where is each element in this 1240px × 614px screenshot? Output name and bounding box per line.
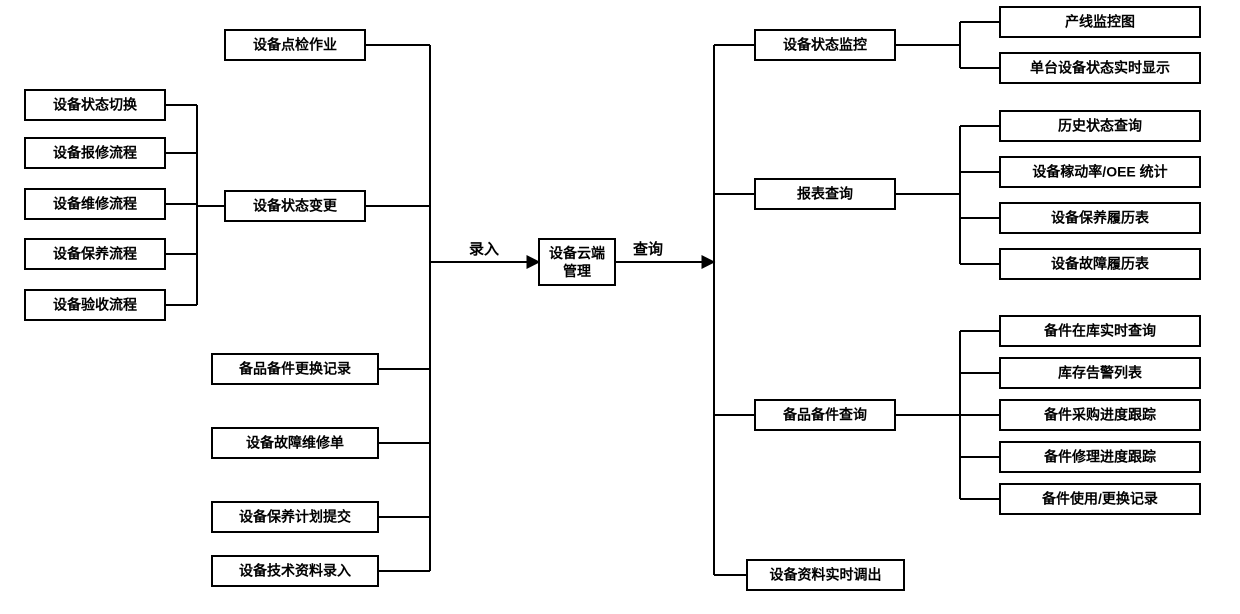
flow-node: 设备保养计划提交 [212, 502, 378, 532]
flowchart-canvas: 设备云端管理设备点检作业设备状态变更设备状态切换设备报修流程设备维修流程设备保养… [0, 0, 1240, 614]
node-label: 设备保养计划提交 [239, 509, 351, 525]
flow-node: 设备资料实时调出 [747, 560, 904, 590]
node-label: 设备报修流程 [53, 145, 137, 161]
flow-node: 备件修理进度跟踪 [1000, 442, 1200, 472]
node-label: 设备验收流程 [53, 297, 137, 313]
flow-node: 设备保养履历表 [1000, 203, 1200, 233]
edge-label: 查询 [633, 240, 663, 258]
node-label: 设备故障履历表 [1051, 256, 1150, 272]
node-label: 设备保养流程 [53, 246, 137, 262]
node-label: 设备状态变更 [253, 198, 338, 214]
flow-node: 设备稼动率/OEE 统计 [1000, 157, 1200, 187]
flow-node: 单台设备状态实时显示 [1000, 53, 1200, 83]
node-label: 备件采购进度跟踪 [1043, 407, 1156, 423]
flow-node: 产线监控图 [1000, 7, 1200, 37]
flow-node: 设备状态监控 [755, 30, 895, 60]
node-label: 产线监控图 [1065, 14, 1135, 30]
node-label: 设备维修流程 [53, 196, 137, 212]
flow-node: 备件采购进度跟踪 [1000, 400, 1200, 430]
flow-node: 报表查询 [755, 179, 895, 209]
node-label: 设备资料实时调出 [770, 567, 882, 583]
flow-node: 备件在库实时查询 [1000, 316, 1200, 346]
flow-node: 设备验收流程 [25, 290, 165, 320]
flow-node: 库存告警列表 [1000, 358, 1200, 388]
flow-node: 备品备件查询 [755, 400, 895, 430]
flow-node: 设备维修流程 [25, 189, 165, 219]
node-label: 设备点检作业 [253, 37, 337, 53]
node-label: 备件使用/更换记录 [1041, 491, 1158, 507]
flow-node: 设备报修流程 [25, 138, 165, 168]
flow-node: 设备点检作业 [225, 30, 365, 60]
flow-node: 设备保养流程 [25, 239, 165, 269]
flow-node: 备件使用/更换记录 [1000, 484, 1200, 514]
node-label: 设备故障维修单 [246, 435, 344, 451]
flow-node: 备品备件更换记录 [212, 354, 378, 384]
flow-node: 设备状态变更 [225, 191, 365, 221]
flow-node: 历史状态查询 [1000, 111, 1200, 141]
node-label: 备品备件查询 [782, 407, 867, 423]
flow-node: 设备技术资料录入 [212, 556, 378, 586]
node-label: 设备稼动率/OEE 统计 [1032, 164, 1167, 180]
node-label: 备品备件更换记录 [238, 361, 351, 377]
node-label: 设备技术资料录入 [239, 563, 351, 579]
node-label: 设备状态切换 [53, 97, 138, 113]
node-label: 设备状态监控 [783, 37, 867, 53]
node-label: 单台设备状态实时显示 [1030, 60, 1170, 76]
node-label: 报表查询 [797, 186, 853, 202]
node-label: 历史状态查询 [1058, 118, 1142, 134]
node-label: 备件在库实时查询 [1043, 323, 1156, 339]
node-label: 库存告警列表 [1058, 365, 1143, 381]
edge-label: 录入 [469, 241, 499, 258]
flow-node: 设备云端管理 [539, 239, 615, 285]
node-label: 设备保养履历表 [1051, 210, 1150, 226]
flow-node: 设备状态切换 [25, 90, 165, 120]
node-label: 备件修理进度跟踪 [1043, 449, 1156, 465]
flow-node: 设备故障维修单 [212, 428, 378, 458]
flow-node: 设备故障履历表 [1000, 249, 1200, 279]
